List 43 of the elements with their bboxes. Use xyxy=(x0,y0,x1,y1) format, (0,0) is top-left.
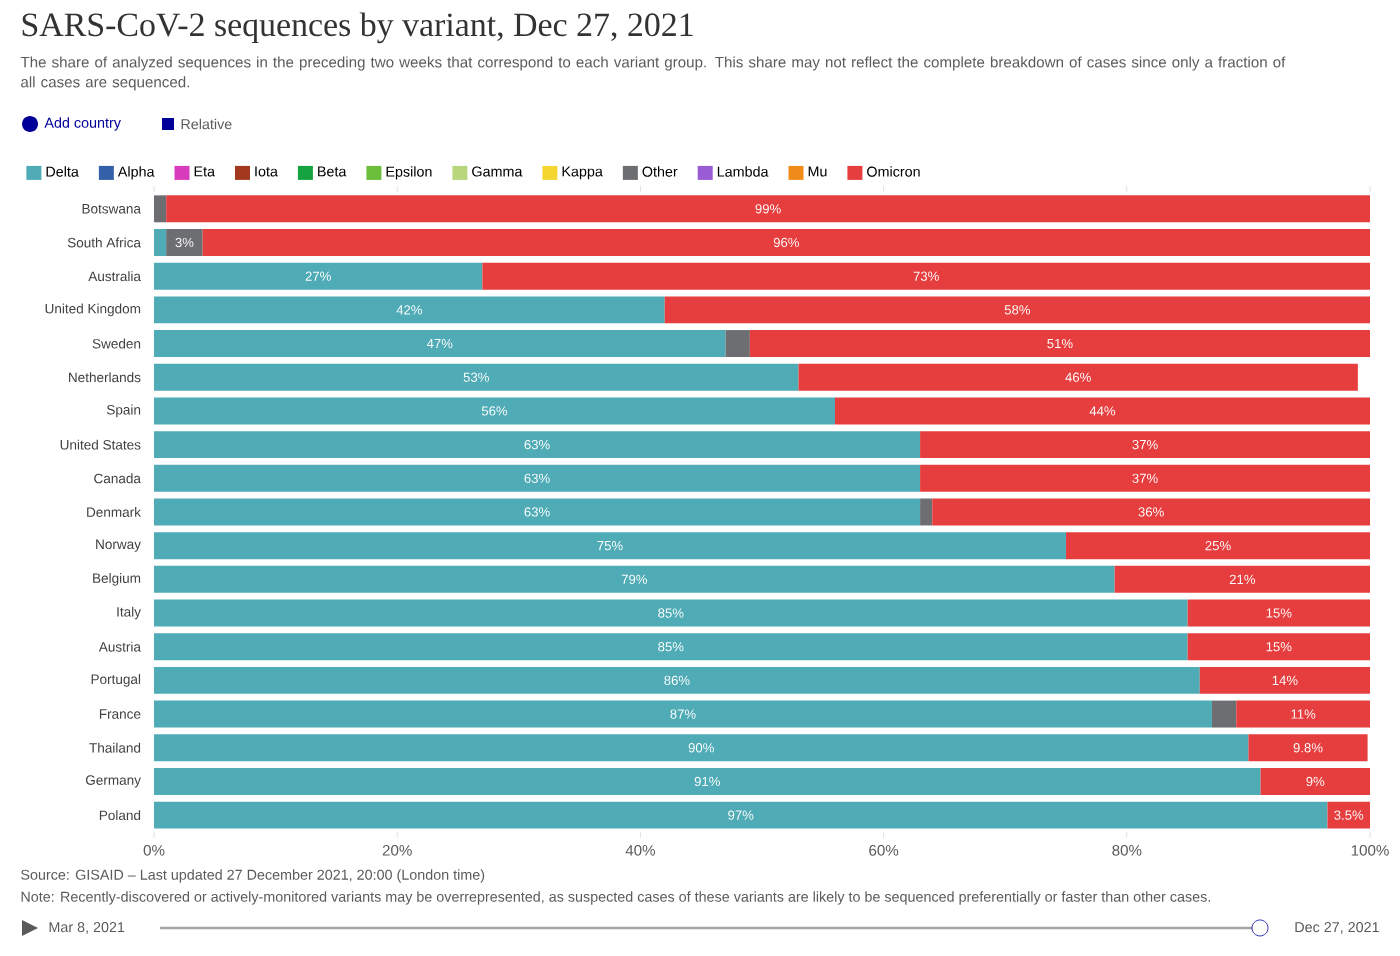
bar xyxy=(166,195,1371,223)
bar xyxy=(920,498,933,526)
bar xyxy=(749,330,1371,358)
bar xyxy=(1066,532,1371,560)
bar xyxy=(664,296,1371,324)
bar xyxy=(834,397,1371,425)
bar xyxy=(154,532,1067,560)
bar xyxy=(1187,599,1371,627)
bar xyxy=(154,262,483,290)
bar xyxy=(154,498,921,526)
bar xyxy=(154,666,1200,694)
bar xyxy=(1199,666,1371,694)
bar xyxy=(154,330,726,358)
bar xyxy=(154,767,1261,795)
bar xyxy=(154,565,1115,593)
chart-title: SARS-CoV-2 sequences by variant, Dec 27, 2021 xyxy=(22,12,693,44)
bar xyxy=(920,464,1371,492)
bar xyxy=(154,700,1212,728)
bar xyxy=(154,229,167,256)
bar xyxy=(1248,734,1368,762)
bar xyxy=(154,195,167,223)
bar xyxy=(154,734,1249,762)
bar xyxy=(154,363,799,391)
bar xyxy=(798,363,1358,391)
bar xyxy=(1260,767,1371,795)
bar xyxy=(154,801,1328,829)
bar xyxy=(482,262,1371,290)
bar xyxy=(920,431,1371,459)
bar xyxy=(154,464,921,492)
bar xyxy=(1327,801,1371,829)
bar xyxy=(932,498,1371,526)
bar xyxy=(154,397,835,425)
bar xyxy=(154,296,665,324)
bar xyxy=(1211,700,1237,728)
bar xyxy=(1187,633,1371,661)
bar xyxy=(154,431,921,459)
bar xyxy=(1236,700,1371,728)
bar xyxy=(154,633,1188,661)
bar xyxy=(154,599,1188,627)
bar xyxy=(202,229,1371,256)
bar xyxy=(725,330,750,358)
bar xyxy=(1114,565,1371,593)
bar xyxy=(166,229,203,256)
